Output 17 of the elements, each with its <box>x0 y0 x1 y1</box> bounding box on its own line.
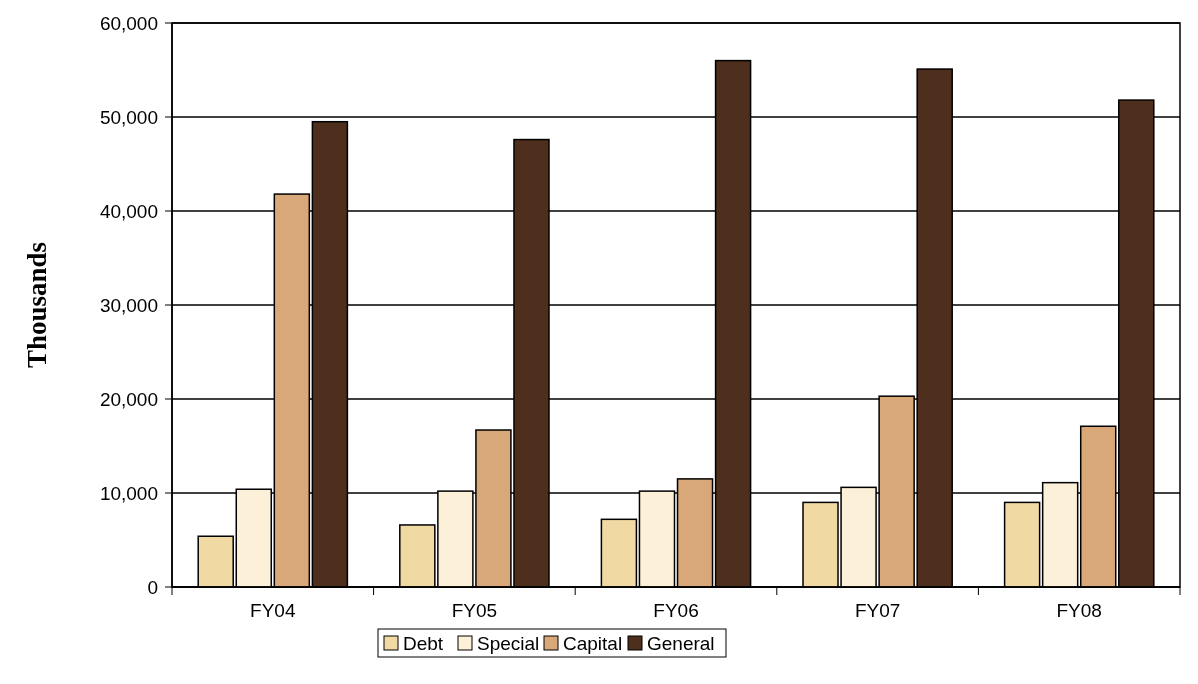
x-tick-label: FY07 <box>854 600 901 621</box>
y-tick-label: 30,000 <box>99 294 158 316</box>
y-tick-label: 20,000 <box>99 388 158 410</box>
y-tick-label: 0 <box>147 576 158 598</box>
x-tick-label: FY06 <box>653 600 699 621</box>
legend-label: General <box>647 633 715 654</box>
x-tick-label: FY08 <box>1056 600 1102 621</box>
legend-label: Capital <box>563 633 623 654</box>
y-axis-title: Thousands <box>22 241 52 369</box>
legend-label: Debt <box>403 633 444 654</box>
y-tick-label: 40,000 <box>99 200 158 222</box>
x-tick-label: FY05 <box>451 600 498 621</box>
y-tick-label: 50,000 <box>99 106 158 128</box>
x-tick-label: FY04 <box>250 600 296 621</box>
y-tick-label: 60,000 <box>99 12 158 34</box>
legend-label: Special <box>477 633 540 654</box>
y-tick-label: 10,000 <box>99 482 158 504</box>
